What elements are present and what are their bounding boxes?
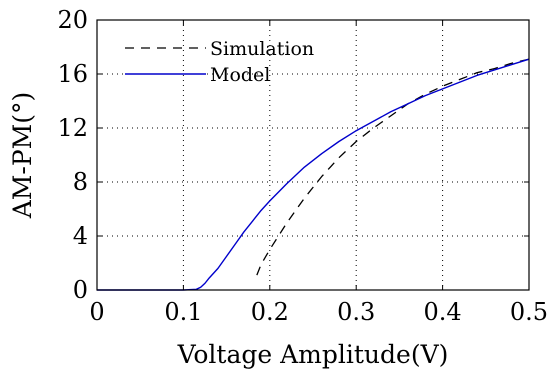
y-tick-label: 8 (73, 168, 88, 196)
legend-label-simulation: Simulation (210, 38, 314, 60)
grid (97, 20, 529, 290)
y-tick-label: 20 (57, 6, 88, 34)
series-line-simulation (256, 58, 530, 276)
y-tick-label: 0 (73, 276, 88, 304)
y-axis-label: AM-PM(°) (8, 92, 37, 220)
x-tick-label: 0.4 (424, 298, 462, 326)
y-tick-label: 16 (57, 60, 88, 88)
x-tick-label: 0.1 (164, 298, 202, 326)
tick-labels: 0 0.1 0.2 0.3 0.4 0.5 0 4 8 12 16 20 (57, 6, 548, 326)
x-axis-label: Voltage Amplitude(V) (177, 340, 449, 369)
ticks (96, 19, 530, 291)
series-layer (97, 58, 530, 291)
legend-label-model: Model (210, 64, 270, 86)
x-tick-label: 0.5 (510, 298, 548, 326)
axes-box (96, 19, 530, 291)
series-line-model (97, 58, 530, 291)
x-tick-label: 0.2 (251, 298, 289, 326)
y-tick-label: 12 (57, 114, 88, 142)
y-tick-label: 4 (73, 222, 88, 250)
plot-background (97, 20, 529, 290)
x-tick-label: 0.3 (337, 298, 375, 326)
x-tick-label: 0 (89, 298, 104, 326)
legend: Simulation Model (125, 38, 314, 86)
